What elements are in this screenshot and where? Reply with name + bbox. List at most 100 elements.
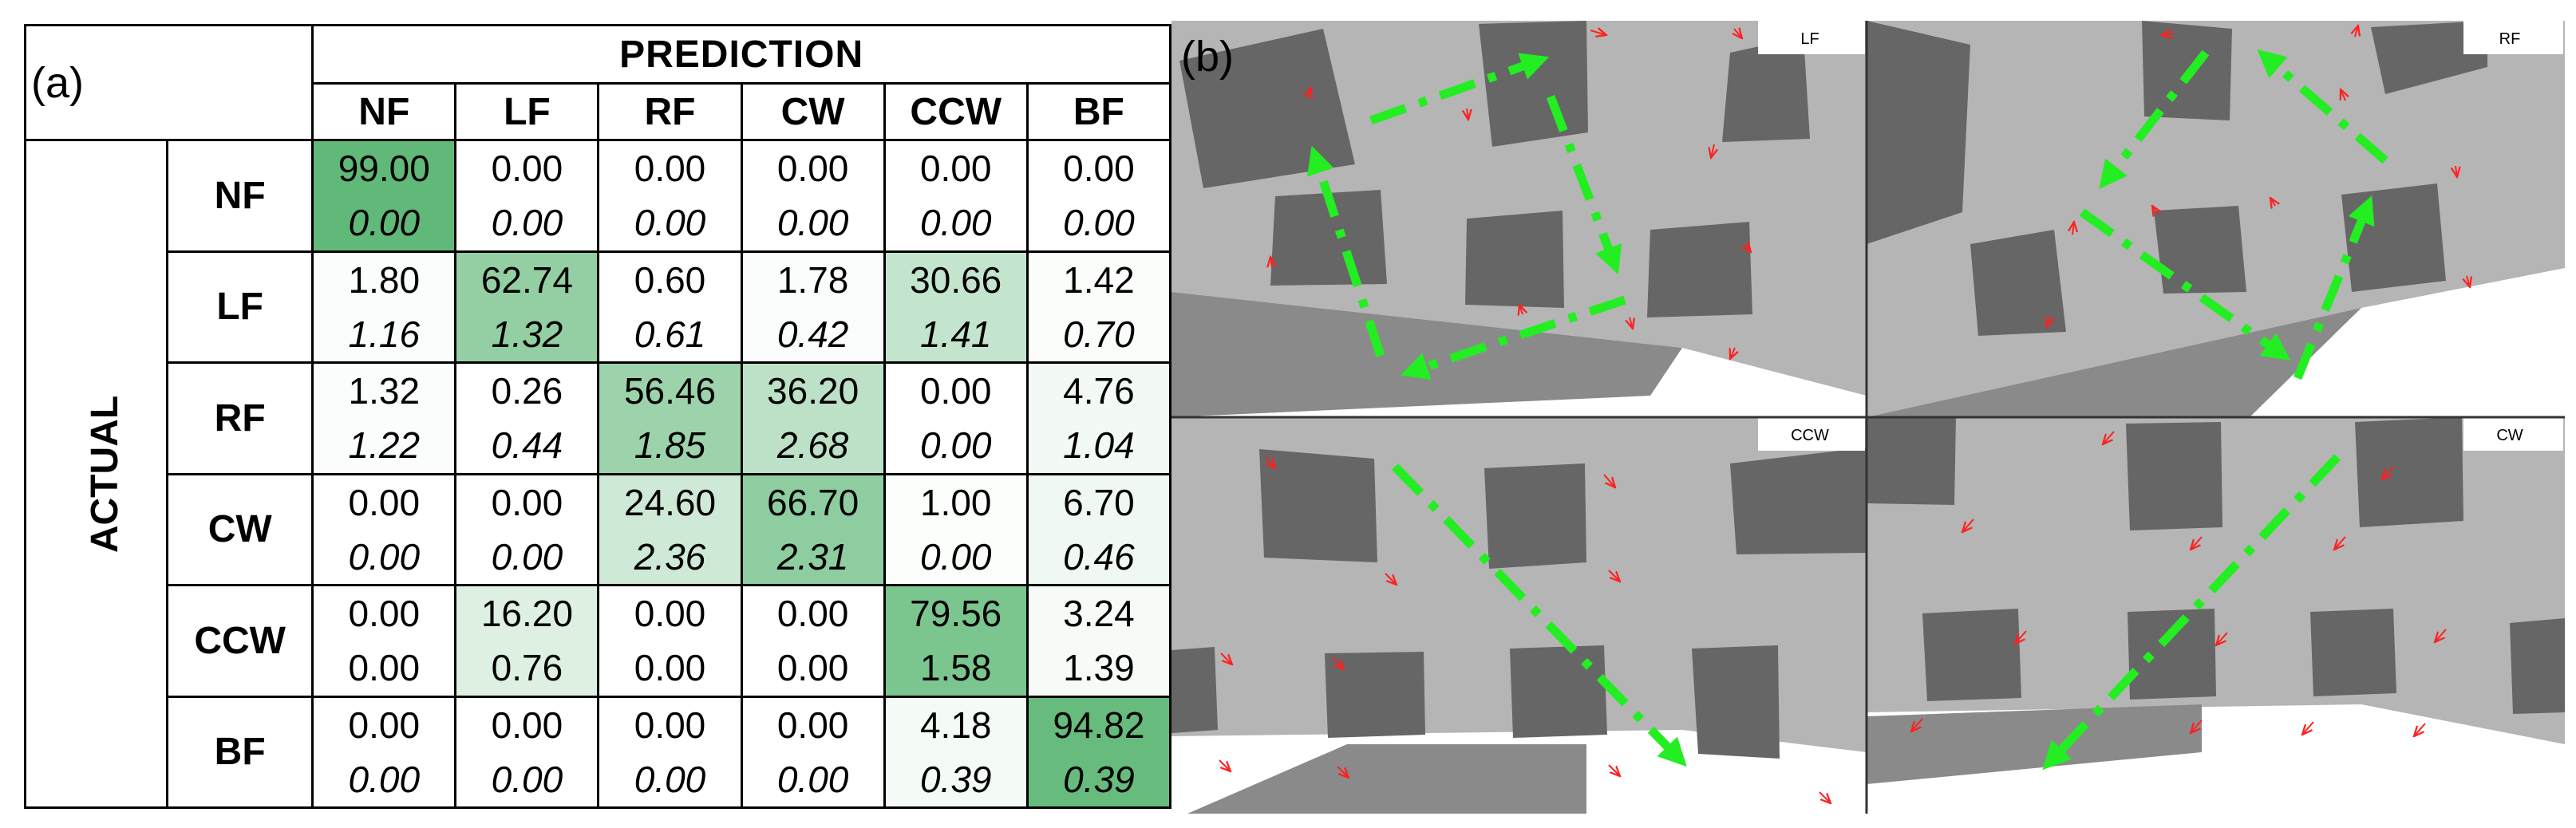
box <box>2154 206 2246 294</box>
cell-mean: 0.00 <box>634 593 706 635</box>
matrix-cell: 99.00 0.00 <box>311 139 457 253</box>
confusion-matrix-panel: (a) PREDICTION NF LF RF CW CCW BF ACTUAL… <box>23 24 1172 809</box>
simulator-views: LF <box>1171 21 2565 814</box>
box <box>1970 230 2066 336</box>
cell-std: 0.00 <box>348 758 421 800</box>
box <box>1722 37 1810 142</box>
cell-mean: 1.00 <box>919 481 992 523</box>
matrix-cell: 0.00 0.00 <box>311 695 457 809</box>
view-cw: CW <box>1867 417 2565 814</box>
cell-std: 0.42 <box>776 313 849 355</box>
cell-std: 0.00 <box>1063 202 1135 244</box>
cell-mean: 24.60 <box>623 481 717 523</box>
simulator-views-panel: (b) LF <box>1171 21 2565 814</box>
column-header: LF <box>454 82 600 141</box>
box <box>1867 417 1956 505</box>
cell-std: 0.00 <box>634 202 706 244</box>
matrix-cell: 94.82 0.39 <box>1025 695 1172 809</box>
force-arrows <box>1911 431 2447 736</box>
force-arrows <box>1270 29 1751 359</box>
cell-std: 0.00 <box>348 535 421 578</box>
cell-std: 0.44 <box>491 424 563 467</box>
force-arrows <box>1219 456 1831 803</box>
matrix-cell: 1.00 0.00 <box>883 472 1029 586</box>
matrix-cell: 0.00 0.00 <box>454 695 600 809</box>
cell-std: 0.00 <box>919 424 992 467</box>
box <box>1465 211 1564 308</box>
view-label-box <box>1758 21 1865 54</box>
trajectory-arrows <box>2079 49 2388 380</box>
box <box>1692 645 1780 759</box>
matrix-cell: 0.00 0.00 <box>311 584 457 698</box>
column-header: NF <box>311 82 457 141</box>
cell-std: 1.41 <box>919 313 992 355</box>
cell-mean: 0.00 <box>634 148 706 190</box>
cell-mean: 62.74 <box>480 258 573 301</box>
matrix-cell: 4.18 0.39 <box>883 695 1029 809</box>
matrix-cell: 16.20 0.76 <box>454 584 600 698</box>
cell-std: 1.39 <box>1063 647 1135 689</box>
cell-mean: 0.00 <box>348 481 421 523</box>
cell-mean: 1.80 <box>348 258 421 301</box>
cell-std: 0.00 <box>634 647 706 689</box>
cell-std: 0.46 <box>1063 535 1135 578</box>
cell-mean: 4.18 <box>919 704 992 746</box>
cell-std: 0.00 <box>776 758 849 800</box>
row-header: NF <box>166 139 314 253</box>
box <box>1510 645 1607 738</box>
cell-mean: 1.78 <box>776 258 849 301</box>
box <box>2128 609 2216 700</box>
cell-std: 0.70 <box>1063 313 1135 355</box>
matrix-cell: 0.26 0.44 <box>454 361 600 475</box>
matrix-cell: 0.60 0.61 <box>597 250 743 364</box>
matrix-cell: 56.46 1.85 <box>597 361 743 475</box>
cell-mean: 99.00 <box>338 148 430 190</box>
matrix-cell: 0.00 0.00 <box>740 139 886 253</box>
box <box>1259 449 1377 562</box>
cell-mean: 0.00 <box>776 593 849 635</box>
cell-std: 0.00 <box>919 202 992 244</box>
box <box>2126 422 2222 530</box>
cell-mean: 0.00 <box>491 148 563 190</box>
cell-std: 0.61 <box>634 313 706 355</box>
box <box>1484 463 1586 569</box>
box <box>2371 21 2487 94</box>
cell-mean: 4.76 <box>1063 370 1135 412</box>
box <box>1171 647 1218 733</box>
ground-shadow <box>1867 704 2202 784</box>
view-ccw: CCW <box>1171 417 1867 814</box>
cell-std: 0.00 <box>776 202 849 244</box>
matrix-cell: 1.78 0.42 <box>740 250 886 364</box>
row-header: LF <box>166 250 314 364</box>
matrix-cell: 6.70 0.46 <box>1025 472 1172 586</box>
cell-std: 1.58 <box>919 647 992 689</box>
matrix-cell: 0.00 0.00 <box>597 584 743 698</box>
box <box>1922 609 2021 701</box>
cell-std: 1.22 <box>348 424 421 467</box>
matrix-cell: 0.00 0.00 <box>883 139 1029 253</box>
box <box>1325 652 1425 738</box>
matrix-cell: 1.42 0.70 <box>1025 250 1172 364</box>
cell-mean: 79.56 <box>910 593 1002 635</box>
view-label: LF <box>1800 30 1819 48</box>
column-header: RF <box>597 82 743 141</box>
box <box>2355 417 2463 527</box>
actual-header-cell: ACTUAL <box>23 139 169 809</box>
box <box>1647 222 1752 317</box>
matrix-body: ACTUAL NF 99.00 0.00 0.00 0.00 0.00 0.00 0.00 0… <box>23 139 1172 809</box>
cell-std: 0.39 <box>919 758 992 800</box>
matrix-cell: 4.76 1.04 <box>1025 361 1172 475</box>
cell-mean: 0.00 <box>491 481 563 523</box>
view-rf: RF <box>1867 21 2565 417</box>
cell-mean: 30.66 <box>910 258 1002 301</box>
cell-mean: 0.26 <box>491 370 563 412</box>
cell-std: 0.00 <box>348 647 421 689</box>
cell-std: 1.04 <box>1063 424 1135 467</box>
matrix-cell: 0.00 0.00 <box>454 139 600 253</box>
cell-mean: 0.00 <box>776 148 849 190</box>
column-header: CW <box>740 82 886 141</box>
trajectory-arrows <box>2042 454 2341 771</box>
matrix-cell: 62.74 1.32 <box>454 250 600 364</box>
row-header: BF <box>166 695 314 809</box>
view-label: CCW <box>1791 427 1829 444</box>
